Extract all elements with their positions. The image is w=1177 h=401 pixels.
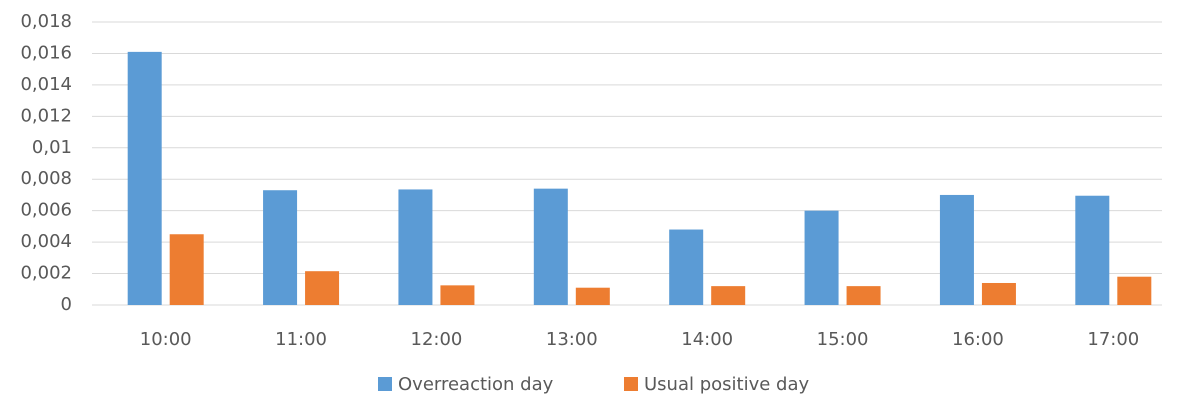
x-tick-label: 17:00 <box>1087 329 1139 350</box>
legend-label: Usual positive day <box>644 374 809 395</box>
x-tick-label: 12:00 <box>411 329 463 350</box>
legend-swatch <box>378 377 392 391</box>
bar <box>669 229 704 305</box>
y-tick-label: 0,01 <box>32 137 72 158</box>
y-tick-label: 0,014 <box>20 74 72 95</box>
y-tick-label: 0,002 <box>20 263 72 284</box>
y-tick-label: 0,008 <box>20 168 72 189</box>
bar <box>127 51 162 305</box>
y-tick-label: 0,004 <box>20 231 72 252</box>
bar <box>939 194 974 305</box>
bar <box>981 282 1016 305</box>
bar <box>846 286 881 305</box>
x-tick-label: 13:00 <box>546 329 598 350</box>
y-tick-label: 0,012 <box>20 105 72 126</box>
x-tick-label: 11:00 <box>275 329 327 350</box>
bar <box>711 286 746 305</box>
bar <box>398 189 433 305</box>
bar <box>575 287 610 305</box>
bar <box>440 285 475 305</box>
x-tick-label: 15:00 <box>817 329 869 350</box>
bar <box>1117 276 1152 305</box>
y-tick-label: 0,016 <box>20 42 72 63</box>
bar <box>1075 195 1110 305</box>
y-tick-label: 0 <box>61 294 72 315</box>
y-tick-label: 0,006 <box>20 200 72 221</box>
bar <box>263 190 298 305</box>
x-tick-label: 14:00 <box>681 329 733 350</box>
y-tick-label: 0,018 <box>20 11 72 32</box>
bar <box>169 234 204 305</box>
x-tick-label: 16:00 <box>952 329 1004 350</box>
bar <box>305 271 340 305</box>
x-tick-label: 10:00 <box>140 329 192 350</box>
bar <box>533 188 568 305</box>
bar <box>804 210 839 305</box>
legend-label: Overreaction day <box>398 374 554 395</box>
legend-swatch <box>624 377 638 391</box>
